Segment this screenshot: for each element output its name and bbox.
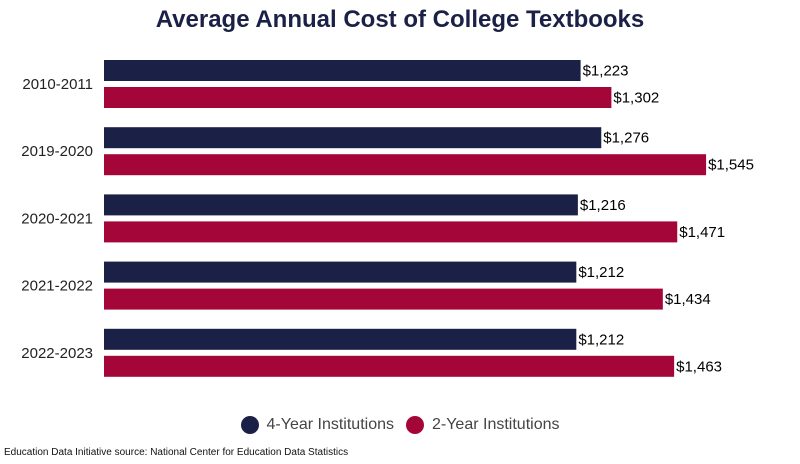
- data-label: $1,434: [665, 291, 711, 308]
- bar-4-year[interactable]: [104, 194, 578, 216]
- bar-4-year[interactable]: [104, 328, 577, 350]
- data-label: $1,212: [578, 331, 624, 348]
- data-label: $1,212: [578, 264, 624, 281]
- bar-4-year[interactable]: [104, 60, 581, 81]
- category-label: 2020-2021: [21, 210, 93, 227]
- data-label: $1,216: [580, 197, 626, 214]
- legend-item-2-year[interactable]: 2-Year Institutions: [406, 416, 559, 434]
- legend-label-2-year: 2-Year Institutions: [432, 416, 560, 433]
- legend-item-4-year[interactable]: 4-Year Institutions: [240, 416, 394, 434]
- chart-title: Average Annual Cost of College Textbooks: [155, 6, 645, 33]
- bar-4-year[interactable]: [104, 127, 602, 149]
- category-label: 2022-2023: [21, 345, 93, 362]
- source-note: Education Data Initiative source: Nation…: [4, 447, 349, 458]
- category-label: 2019-2020: [21, 143, 93, 160]
- bar-chart: 2010-2011 $1,223 $1,302 2019-2020 $1,276 $1,5…: [21, 60, 754, 377]
- category-label: 2010-2011: [22, 76, 93, 93]
- legend: 4-Year Institutions 2-Year Institutions: [0, 416, 800, 434]
- data-label: $1,545: [708, 157, 754, 174]
- legend-swatch-4-year: [240, 416, 259, 434]
- bar-4-year[interactable]: [104, 261, 577, 283]
- bar-2-year[interactable]: [104, 288, 663, 310]
- legend-label-4-year: 4-Year Institutions: [266, 416, 394, 433]
- bar-2-year[interactable]: [104, 355, 675, 377]
- data-label: $1,471: [679, 224, 725, 241]
- data-label: $1,223: [583, 63, 629, 80]
- bar-2-year[interactable]: [104, 221, 678, 243]
- bar-2-year[interactable]: [104, 154, 707, 176]
- bar-2-year[interactable]: [104, 87, 612, 108]
- data-label: $1,302: [613, 90, 659, 107]
- data-label: $1,276: [603, 130, 649, 147]
- data-label: $1,463: [676, 358, 722, 375]
- legend-swatch-2-year: [406, 416, 424, 434]
- category-label: 2021-2022: [21, 278, 93, 295]
